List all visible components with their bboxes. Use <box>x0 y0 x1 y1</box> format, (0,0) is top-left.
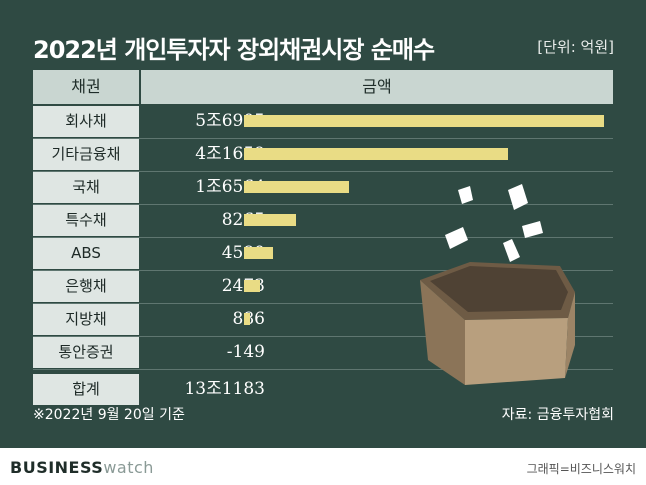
row-separator <box>33 171 613 172</box>
total-value: 13조1183 <box>141 374 269 405</box>
row-separator <box>33 303 613 304</box>
category-label: 국채 <box>33 172 139 203</box>
row-separator <box>33 237 613 238</box>
bar <box>244 181 349 193</box>
row-separator <box>33 138 613 139</box>
chart-title: 2022년 개인투자자 장외채권시장 순매수 <box>33 36 435 64</box>
brand-light: watch <box>103 458 154 477</box>
category-label: 통안증권 <box>33 337 139 368</box>
brand-logo: BUSINESSwatch <box>10 458 154 477</box>
box-icon <box>420 262 575 385</box>
category-label: 회사채 <box>33 106 139 137</box>
bar <box>244 280 260 292</box>
bar <box>244 247 273 259</box>
value-label: 886 <box>141 304 269 335</box>
header-bond: 채권 <box>33 70 139 104</box>
bar <box>244 313 250 325</box>
bar <box>244 115 604 127</box>
value-label: -149 <box>141 337 269 368</box>
category-label: ABS <box>33 238 139 269</box>
paper-icons <box>445 184 543 262</box>
bar <box>244 148 508 160</box>
category-label: 지방채 <box>33 304 139 335</box>
header-amount: 금액 <box>141 70 613 104</box>
row-separator <box>33 336 613 337</box>
source: 자료: 금융투자협회 <box>501 407 614 423</box>
bar <box>244 214 297 226</box>
row-separator <box>33 369 613 370</box>
brand-bold: BUSINESS <box>10 458 104 477</box>
value-label: 4조1659 <box>141 139 269 170</box>
unit-label: [단위: 억원] <box>537 38 614 56</box>
row-separator <box>33 204 613 205</box>
category-label: 은행채 <box>33 271 139 302</box>
category-label: 기타금융채 <box>33 139 139 170</box>
graphic-credit: 그래픽=비즈니스워치 <box>526 462 636 476</box>
footnote: ※2022년 9월 20일 기준 <box>33 407 185 423</box>
footer: BUSINESSwatch 그래픽=비즈니스워치 <box>0 448 646 485</box>
category-label: 특수채 <box>33 205 139 236</box>
total-label: 합계 <box>33 374 139 405</box>
row-separator <box>33 270 613 271</box>
